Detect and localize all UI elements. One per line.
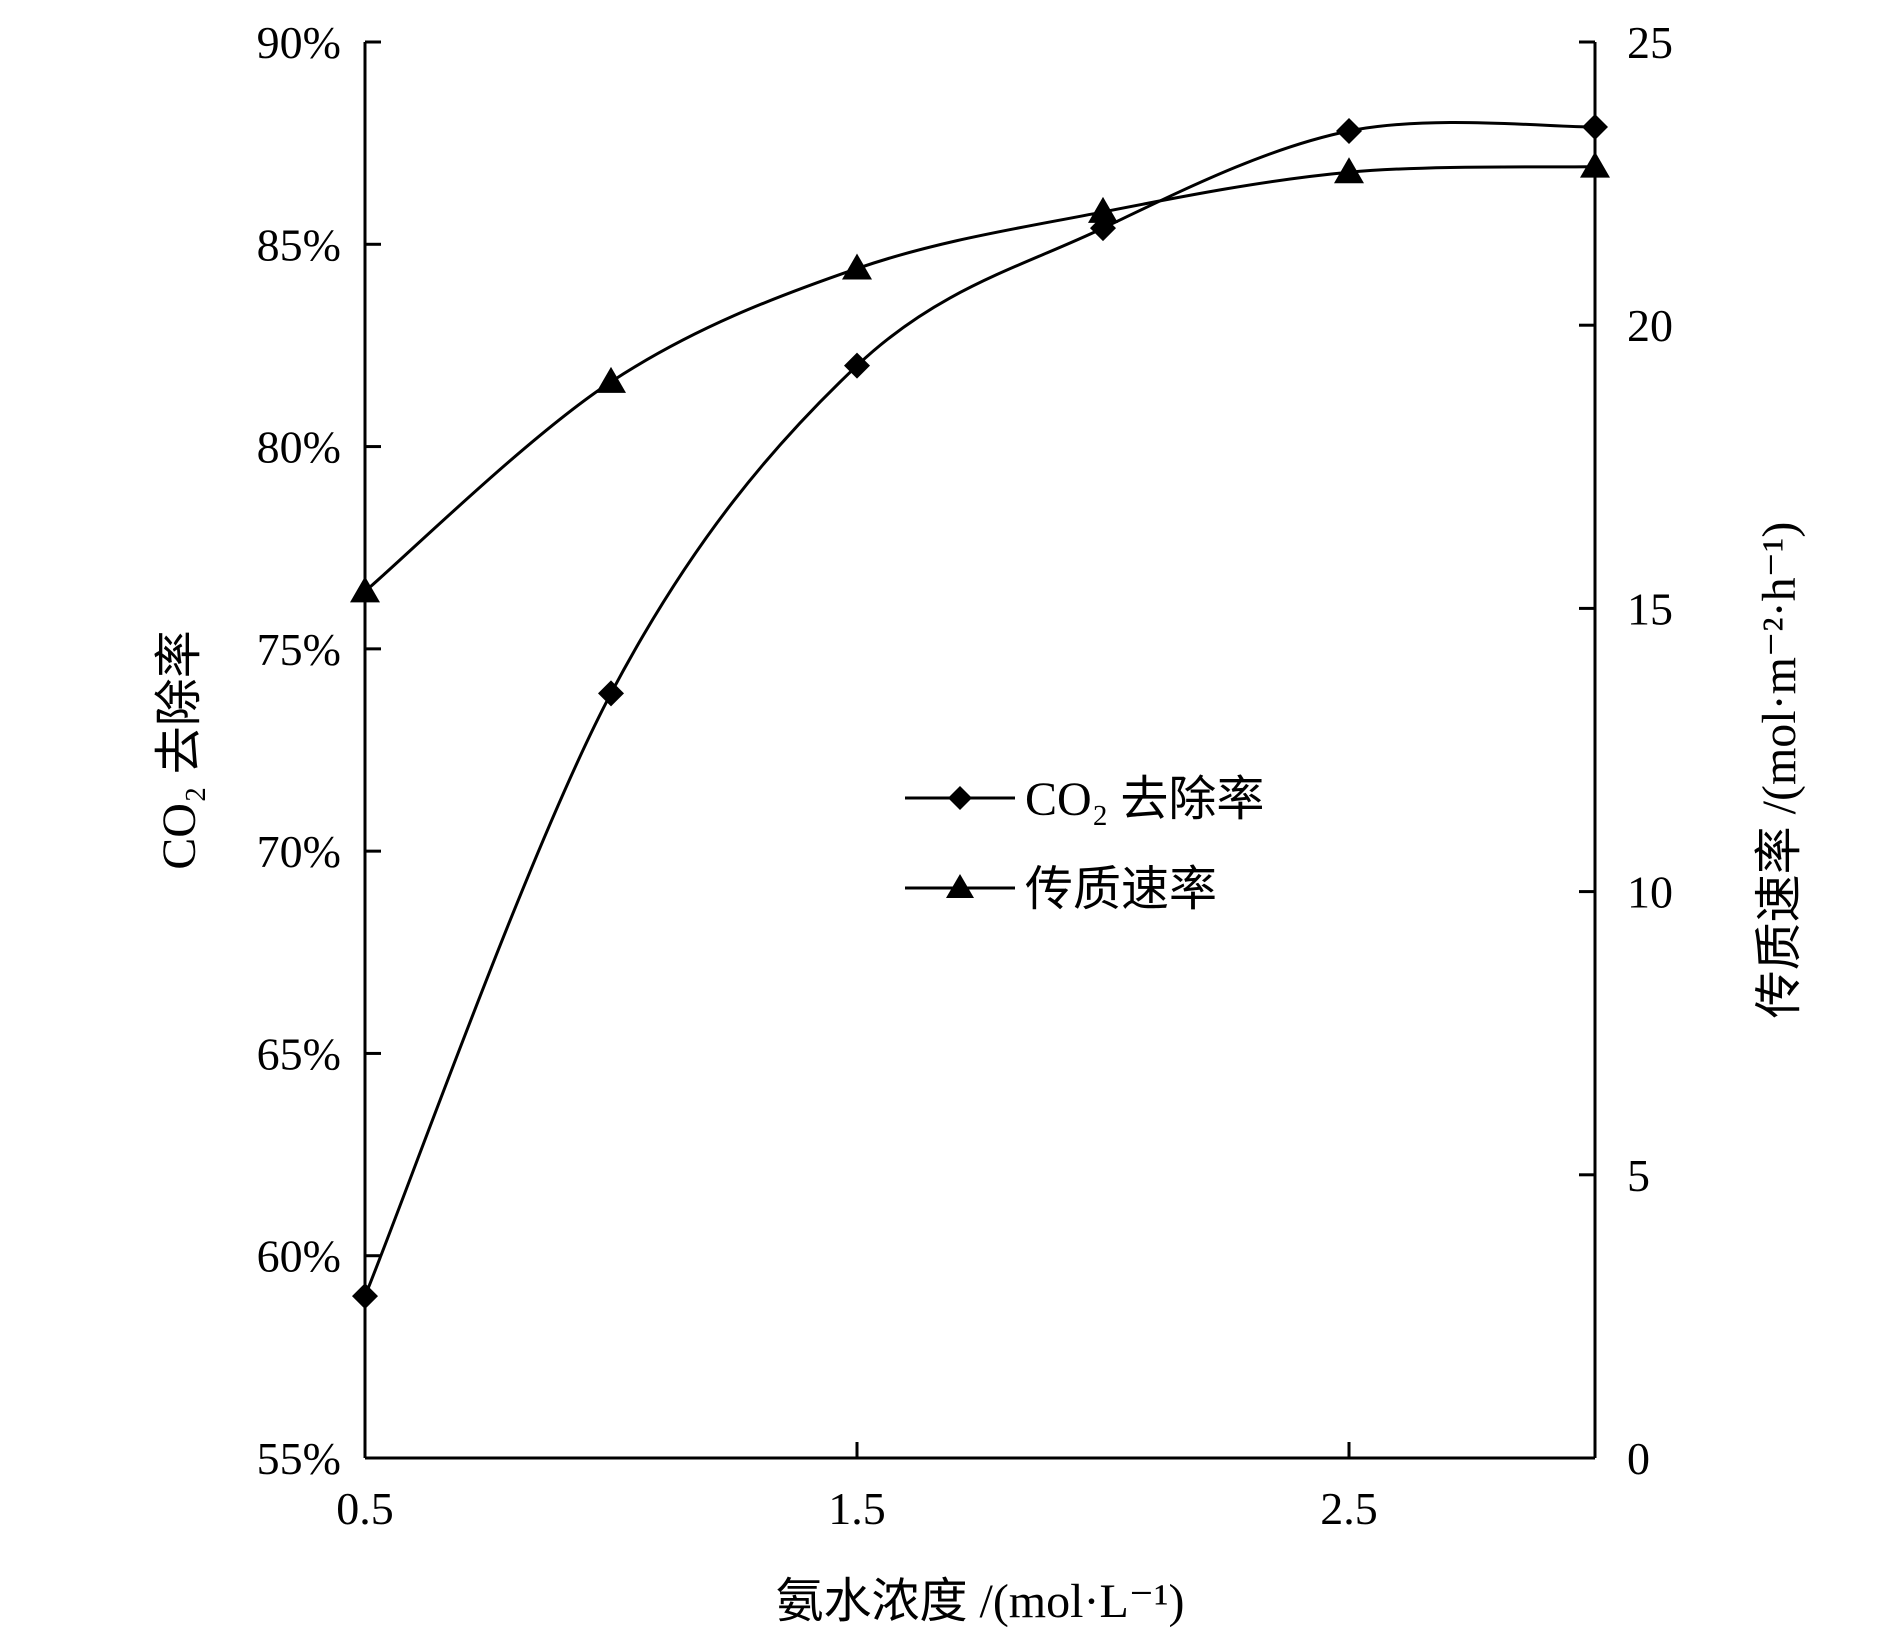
- x-tick-label: 0.5: [336, 1483, 394, 1534]
- legend-item-mass-transfer: 传质速率: [905, 863, 1217, 916]
- legend-item-removal-rate: CO₂ 去除率: [905, 773, 1264, 826]
- left-y-tick-label: 85%: [257, 219, 341, 270]
- ticks: 55% 60% 65% 70% 75% 80% 85% 90% 0 5 10 15 20 25 0.5 1.5…: [257, 17, 1673, 1534]
- right-y-tick-label: 0: [1627, 1433, 1650, 1484]
- right-y-tick-label: 5: [1627, 1150, 1650, 1201]
- left-y-tick-label: 80%: [257, 422, 341, 473]
- left-y-tick-label: 65%: [257, 1028, 341, 1079]
- mass-transfer-point: [596, 366, 626, 393]
- x-axis-title: 氨水浓度 /(mol·L⁻¹): [775, 1575, 1184, 1628]
- right-y-tick-label: 10: [1627, 867, 1673, 918]
- right-y-tick-label: 25: [1627, 17, 1673, 68]
- series-layer: [350, 113, 1610, 1310]
- left-y-tick-label: 75%: [257, 624, 341, 675]
- left-y-tick-label: 90%: [257, 17, 341, 68]
- removal-rate-point: [844, 352, 870, 379]
- x-tick-label: 1.5: [828, 1483, 886, 1534]
- removal-rate-point: [1336, 118, 1362, 145]
- removal-rate-point: [1582, 113, 1608, 140]
- axes: [363, 42, 1597, 1460]
- series-0: [352, 113, 1608, 1310]
- x-tick-label: 2.5: [1320, 1483, 1378, 1534]
- left-y-tick-label: 70%: [257, 826, 341, 877]
- series-1: [350, 151, 1610, 603]
- left-y-tick-label: 55%: [257, 1433, 341, 1484]
- left-axis-title: CO₂ 去除率: [153, 630, 206, 869]
- mass-transfer-line: [364, 165, 1596, 593]
- mass-transfer-point: [1580, 151, 1610, 178]
- legend-label-mass-transfer: 传质速率: [1025, 863, 1217, 916]
- removal-rate-line: [363, 120, 1596, 1297]
- mass-transfer-point: [842, 253, 872, 280]
- legend-marker-triangle: [946, 874, 974, 898]
- mass-transfer-point: [1334, 157, 1364, 184]
- removal-rate-point: [352, 1283, 378, 1310]
- right-y-tick-label: 20: [1627, 300, 1673, 351]
- legend: CO₂ 去除率 传质速率: [905, 773, 1264, 916]
- left-y-tick-label: 60%: [257, 1231, 341, 1282]
- mass-transfer-point: [1088, 196, 1118, 223]
- right-axis-title: 传质速率 /(mol·m⁻²·h⁻¹): [1753, 522, 1806, 1019]
- mass-transfer-point: [350, 576, 380, 603]
- removal-rate-point: [598, 680, 624, 707]
- right-y-tick-label: 15: [1627, 583, 1673, 634]
- legend-marker-diamond: [948, 786, 972, 810]
- legend-label-removal-rate: CO₂ 去除率: [1025, 773, 1264, 826]
